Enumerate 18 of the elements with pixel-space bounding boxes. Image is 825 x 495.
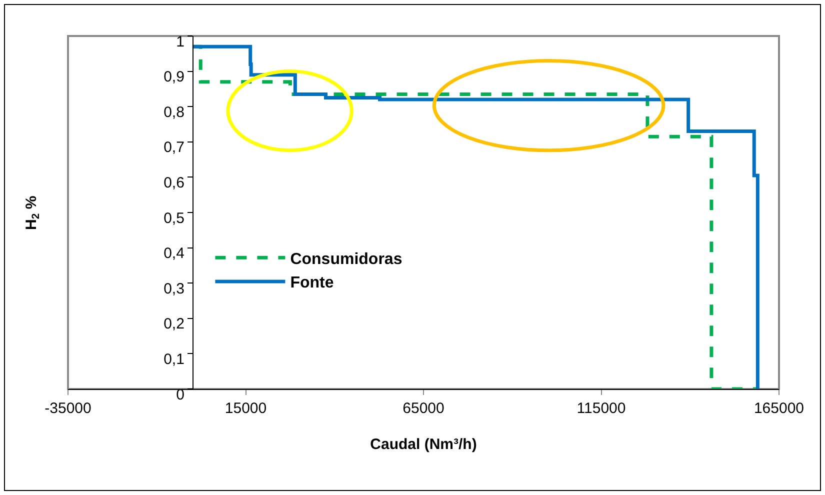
- x-tick-label: -35000: [44, 400, 92, 417]
- y-tick-label: 0,8: [164, 104, 184, 121]
- x-tick-label: 115000: [576, 400, 626, 417]
- y-tick-label: 1: [176, 33, 184, 50]
- legend-label: Consumidoras: [290, 250, 402, 268]
- y-tick-label: 0,7: [164, 139, 184, 156]
- x-tick-label: 15000: [224, 400, 267, 417]
- x-tick-label: 165000: [754, 400, 804, 417]
- y-tick-label: 0,1: [164, 350, 184, 368]
- y-tick-label: 0,2: [164, 316, 184, 333]
- y-tick-label: 0,6: [164, 174, 184, 192]
- y-tick-label: 0,3: [164, 280, 184, 298]
- x-tick-label: 65000: [402, 400, 444, 417]
- legend-label: Fonte: [290, 274, 334, 292]
- x-axis-title: Caudal (Nm³/h): [370, 436, 477, 453]
- y-tick-label: 0,4: [164, 245, 184, 262]
- y-tick-label: 0,9: [164, 68, 184, 86]
- y-tick-label: 0,5: [164, 210, 184, 227]
